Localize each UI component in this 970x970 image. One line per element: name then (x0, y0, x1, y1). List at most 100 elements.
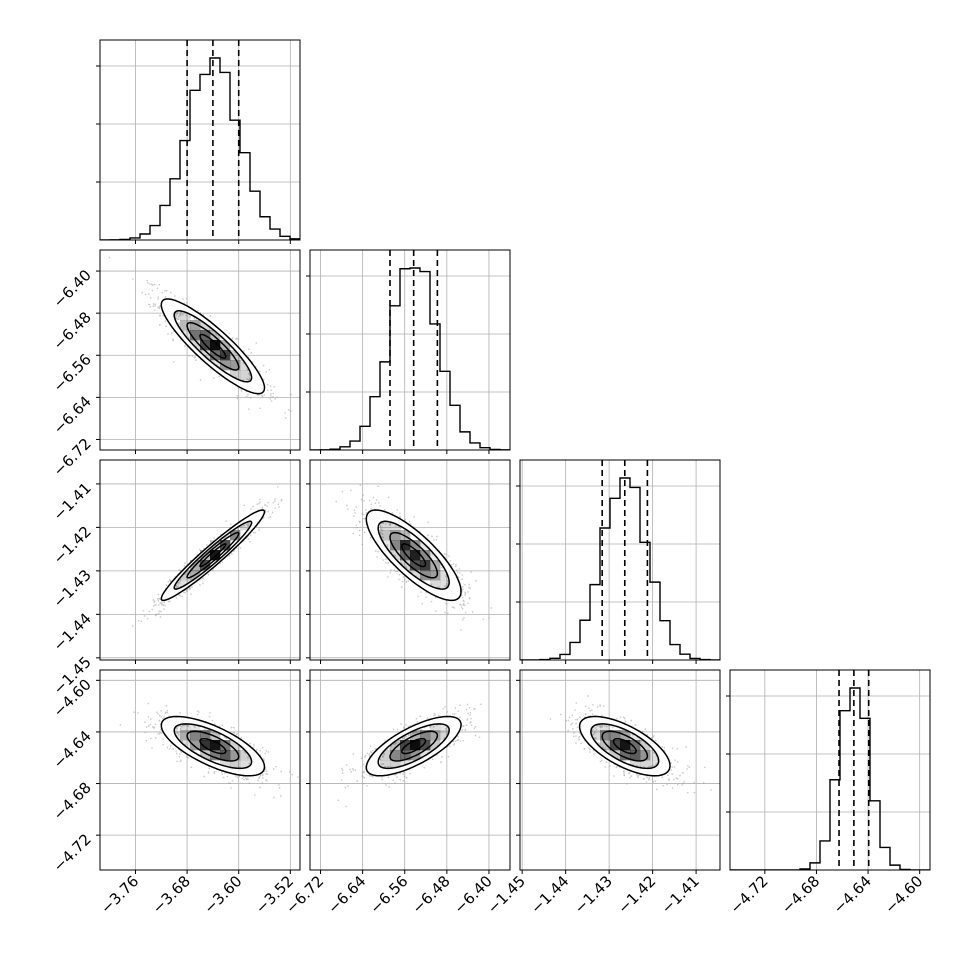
density-cell (190, 340, 201, 351)
density-cell (410, 540, 421, 551)
density-layer (549, 695, 712, 794)
histogram-step (730, 687, 930, 870)
density-cell (190, 730, 201, 741)
density-cell (400, 560, 411, 571)
x-tick-label-1-2: −6.56 (366, 872, 411, 917)
density-cell (420, 730, 431, 741)
density-cell (210, 750, 221, 761)
contour-line-2 (601, 730, 649, 762)
density-cell (430, 580, 441, 591)
contour-line-3 (199, 737, 227, 755)
density-cell (390, 540, 401, 551)
density-cell (390, 740, 401, 751)
panel-frame (309, 669, 511, 871)
contour-line-3 (401, 543, 427, 568)
panel-frame (99, 459, 301, 661)
contour-line-1 (173, 520, 253, 590)
density-cell (610, 750, 621, 761)
density-layer (131, 486, 283, 627)
density-cell (200, 320, 211, 331)
density-cell (240, 360, 251, 371)
x-tick-label-0-0: −3.76 (97, 872, 142, 917)
contour-line-0 (578, 715, 671, 777)
contour-line-1 (377, 723, 450, 770)
density-cell (200, 750, 211, 761)
density-layer (335, 484, 493, 631)
x-tick-label-3-0: −4.72 (726, 872, 771, 917)
density-cell (410, 740, 421, 751)
x-tick-label-2-0: −1.45 (484, 872, 529, 917)
panel-3-2: −1.45−1.44−1.43−1.42−1.41 (484, 669, 721, 917)
density-cell (200, 350, 211, 361)
density-cell (210, 330, 221, 341)
panel-3-0: −3.76 −3.68 −3.60 −3.52−4.72−4.68−4.64−4.60 (50, 669, 301, 917)
density-cell (180, 730, 191, 741)
contour-line-1 (590, 723, 660, 770)
y-tick-label-3-2: −4.64 (50, 727, 95, 772)
density-cell (410, 560, 421, 571)
panel-frame (309, 459, 511, 661)
density-cell (380, 520, 391, 531)
density-cell (400, 530, 411, 541)
y-tick-label-3-1: −4.68 (50, 779, 95, 824)
y-tick-label-2-2: −1.43 (50, 566, 95, 611)
density-cell (600, 740, 611, 751)
x-tick-label-3-2: −4.64 (830, 872, 875, 917)
density-cell (650, 760, 661, 771)
y-tick-label-1-3: −6.48 (50, 308, 95, 353)
density-cell (410, 570, 421, 581)
panel-frame (729, 669, 931, 871)
contour-line-0 (160, 715, 266, 777)
density-cell (400, 750, 411, 761)
density-cell (200, 740, 211, 751)
histogram-step (520, 477, 720, 660)
density-cell (640, 750, 651, 761)
density-cell (190, 330, 201, 341)
density-cell (170, 310, 181, 321)
density-cell (430, 730, 441, 741)
y-tick-label-2-4: −1.41 (50, 479, 95, 524)
contour-line-2 (186, 531, 240, 579)
contour-line-3 (401, 737, 427, 755)
density-cell (380, 530, 391, 541)
density-cell (220, 750, 231, 761)
panel-frame (519, 669, 721, 871)
density-cell (600, 720, 611, 731)
panel-3-1: −6.72−6.64−6.56−6.48−6.40 (282, 669, 511, 917)
density-cell (210, 740, 221, 751)
panel-2-0: −1.45−1.44−1.43−1.42−1.41 (50, 459, 301, 698)
x-tick-label-2-4: −1.41 (658, 872, 703, 917)
density-cell (400, 550, 411, 561)
density-cell (200, 730, 211, 741)
panel-0-0 (96, 39, 301, 244)
scatter-points (337, 703, 482, 808)
density-cell (180, 320, 191, 331)
density-cell (620, 740, 631, 751)
contour-fill (366, 716, 462, 776)
density-cell (430, 720, 441, 731)
density-cell (640, 760, 651, 771)
density-cell (220, 360, 231, 371)
density-cell (440, 730, 451, 741)
density-cell (180, 720, 191, 731)
density-cell (420, 550, 431, 561)
scatter-points (119, 702, 299, 799)
density-cell (180, 310, 191, 321)
density-cell (440, 580, 451, 591)
y-tick-label-1-0: −6.72 (50, 435, 95, 480)
density-cell (230, 530, 241, 541)
panel-frame (99, 249, 301, 451)
contour-line-0 (365, 715, 462, 777)
density-layer (337, 703, 482, 808)
contour-line-0 (160, 509, 266, 602)
density-layer (108, 256, 292, 419)
contour-fill (579, 716, 670, 776)
density-cell (410, 550, 421, 561)
x-tick-label-2-3: −1.42 (614, 872, 659, 917)
density-cell (230, 750, 241, 761)
density-cell (240, 520, 251, 531)
y-tick-label-1-4: −6.40 (50, 266, 95, 311)
density-cell (220, 740, 231, 751)
x-tick-label-3-3: −4.60 (881, 872, 926, 917)
